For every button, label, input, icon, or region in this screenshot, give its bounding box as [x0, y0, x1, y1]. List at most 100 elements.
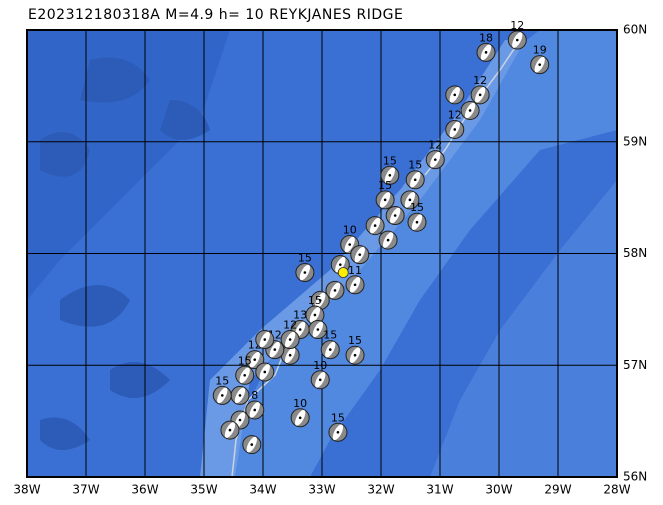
- focal-mechanism: [320, 340, 340, 360]
- depth-label: 15: [383, 154, 397, 167]
- focal-mechanism: [445, 119, 465, 139]
- beachball-axis: [298, 328, 302, 331]
- beachball-axis: [484, 51, 488, 54]
- beachball-axis: [313, 313, 317, 317]
- focal-mechanism: [470, 85, 490, 105]
- focal-mechanism: [235, 365, 255, 385]
- depth-label: 11: [348, 264, 362, 277]
- y-tick-label: 56N: [623, 470, 647, 484]
- beachball-axis: [386, 238, 390, 242]
- beachball-axis: [415, 220, 419, 224]
- x-tick-label: 29W: [544, 483, 571, 497]
- focal-mechanism: [328, 422, 348, 442]
- beachball-axis: [383, 198, 387, 202]
- depth-label: 15: [410, 201, 424, 214]
- depth-label: 18: [479, 31, 493, 44]
- x-tick-label: 32W: [367, 483, 394, 497]
- focal-mechanism: [242, 435, 262, 455]
- x-tick-label: 34W: [249, 483, 276, 497]
- depth-label: 8: [251, 389, 258, 402]
- focal-mechanism: [507, 30, 527, 50]
- focal-mechanism: [405, 170, 425, 190]
- beachball-axis: [273, 348, 277, 351]
- x-tick-label: 33W: [308, 483, 335, 497]
- x-tick-label: 36W: [131, 483, 158, 497]
- depth-label: 10: [293, 397, 307, 410]
- beachball-axis: [453, 93, 457, 97]
- beachball-axis: [408, 198, 412, 202]
- focal-mechanism: [407, 212, 427, 232]
- beachball-axis: [298, 416, 302, 420]
- beachball-axis: [393, 214, 397, 217]
- focal-mechanism: [212, 385, 232, 405]
- depth-label: 15: [308, 294, 322, 307]
- focal-mechanism: [400, 190, 420, 210]
- focal-mechanism: [345, 345, 365, 365]
- x-tick-label: 38W: [13, 483, 40, 497]
- depth-label: 10: [343, 224, 357, 237]
- depth-label: 15: [408, 159, 422, 172]
- focal-mechanism: [295, 262, 315, 282]
- focal-mechanism: [425, 150, 445, 170]
- depth-label: 13: [293, 308, 307, 321]
- beachball-axis: [220, 394, 224, 397]
- y-tick-label: 60N: [623, 23, 647, 37]
- depth-label: 19: [533, 44, 547, 57]
- beachball-axis: [263, 338, 267, 341]
- x-tick-label: 30W: [485, 483, 512, 497]
- depth-label: 15: [323, 329, 337, 342]
- focal-mechanism: [220, 420, 240, 440]
- beachball-axis: [318, 299, 322, 302]
- beachball-axis: [388, 173, 392, 177]
- beachball-axis: [358, 253, 362, 256]
- focal-mechanism: [308, 319, 328, 339]
- beachball-axis: [250, 443, 254, 446]
- depth-label: 15: [298, 251, 312, 264]
- focal-mechanism: [280, 330, 300, 350]
- depth-label: 12: [510, 19, 524, 32]
- beachball-axis: [253, 358, 257, 361]
- focal-mechanism: [380, 165, 400, 185]
- depth-label: 12: [473, 74, 487, 87]
- focal-mechanism: [255, 330, 275, 350]
- beachball-axis: [338, 263, 342, 266]
- beachball-axis: [373, 224, 377, 227]
- beachball-axis: [243, 374, 247, 377]
- focal-mechanism: [255, 362, 275, 382]
- beachball-axis: [288, 353, 292, 357]
- focal-mechanism: [476, 42, 496, 62]
- map-frame: [26, 29, 618, 478]
- focal-mechanism: [378, 230, 398, 250]
- focal-mechanism: [375, 190, 395, 210]
- beachball-axis: [353, 353, 357, 357]
- beachball-axis: [433, 158, 437, 161]
- beachball-axis: [228, 428, 232, 432]
- focal-mechanism: [290, 408, 310, 428]
- focal-mechanism: [350, 245, 370, 265]
- depth-label: 15: [238, 354, 252, 367]
- beachball-axis: [453, 128, 457, 131]
- beachball-axis: [238, 394, 242, 397]
- beachball-axis: [515, 38, 519, 42]
- beachball-axis: [316, 328, 320, 331]
- depth-label: 15: [331, 411, 345, 424]
- focal-mechanism: [530, 55, 550, 75]
- focal-mechanism: [245, 400, 265, 420]
- focal-mechanism: [325, 280, 345, 300]
- focal-mechanism: [280, 345, 300, 365]
- depth-label: 10: [313, 359, 327, 372]
- map-title: E202312180318A M=4.9 h= 10 REYKJANES RID…: [28, 7, 403, 23]
- epicenter: [337, 267, 349, 278]
- x-tick-label: 37W: [72, 483, 99, 497]
- beachball-axis: [413, 178, 417, 182]
- focal-mechanism: [460, 100, 480, 120]
- focal-mechanism: [245, 350, 265, 370]
- beachball-axis: [253, 408, 257, 412]
- focal-mechanism: [385, 206, 405, 226]
- depth-label: 12: [448, 108, 462, 121]
- beachball-axis: [478, 93, 482, 97]
- depth-label: 12: [428, 139, 442, 152]
- beachball-axis: [468, 109, 472, 112]
- beachball-axis: [328, 348, 332, 351]
